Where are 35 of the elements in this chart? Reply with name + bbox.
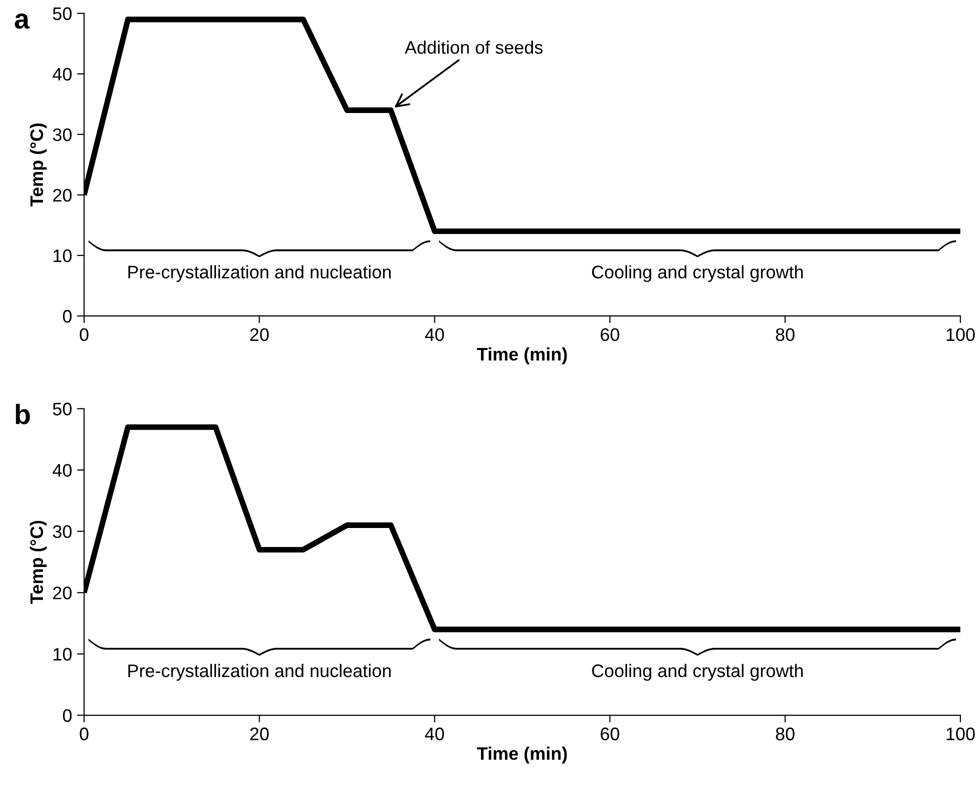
x-tick-label: 60 bbox=[600, 728, 620, 740]
x-tick-label: 0 bbox=[80, 728, 88, 740]
annotation: Addition of seeds bbox=[404, 40, 543, 54]
y-axis-title: Temp (°C) bbox=[30, 520, 47, 604]
y-tick-label: 20 bbox=[53, 188, 72, 202]
annotation: Pre-crystallization and nucleation bbox=[128, 265, 391, 282]
y-tick-label: 10 bbox=[54, 249, 72, 262]
y-tick-label: 50 bbox=[52, 7, 72, 20]
y-tick-label: 0 bbox=[62, 310, 72, 323]
x-tick-label: 80 bbox=[776, 328, 794, 342]
x-tick-label: 40 bbox=[424, 328, 444, 342]
x-tick-label: 0 bbox=[80, 328, 88, 342]
x-tick-label: 40 bbox=[424, 728, 444, 740]
x-tick-label: 80 bbox=[776, 728, 794, 740]
y-tick-label: 30 bbox=[52, 525, 72, 538]
y-tick-label: 40 bbox=[52, 68, 72, 81]
y-axis-title: Temp (°C) bbox=[30, 124, 47, 207]
x-tick-label: 20 bbox=[250, 328, 269, 342]
y-tick-label: 30 bbox=[52, 128, 72, 142]
x-tick-label: 20 bbox=[250, 728, 269, 740]
chart-title: a bbox=[14, 14, 30, 29]
chart-title: b bbox=[16, 404, 30, 424]
annotation: Pre-crystallization and nucleation bbox=[128, 664, 391, 681]
annotation: Cooling and crystal growth bbox=[592, 265, 803, 282]
y-tick-label: 0 bbox=[62, 709, 72, 722]
x-tick-label: 60 bbox=[600, 328, 620, 342]
x-axis-title: Time (min) bbox=[476, 746, 567, 764]
y-tick-label: 40 bbox=[52, 464, 72, 477]
annotation: Cooling and crystal growth bbox=[592, 664, 803, 681]
y-tick-label: 20 bbox=[53, 586, 72, 600]
y-tick-label: 10 bbox=[54, 648, 72, 661]
y-tick-label: 50 bbox=[52, 402, 72, 416]
x-tick-label: 100 bbox=[946, 328, 975, 342]
x-tick-label: 100 bbox=[946, 728, 975, 740]
x-axis-title: Time (min) bbox=[476, 347, 567, 364]
